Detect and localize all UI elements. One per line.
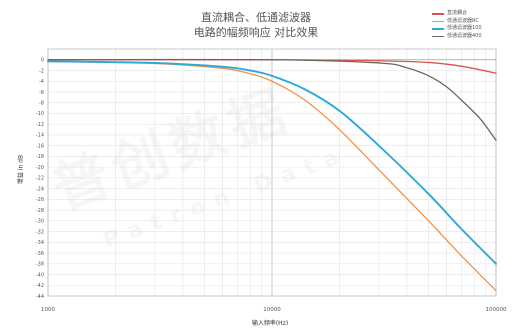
x-tick-label: 1000 [41, 307, 55, 313]
series-line [47, 58, 497, 141]
y-tick-label: -26 [36, 197, 44, 203]
y-tick-label: -18 [36, 154, 44, 160]
y-tick-label: -38 [36, 262, 44, 268]
legend-swatch [432, 13, 444, 15]
legend-label: 低通滤波器400 [447, 32, 482, 39]
y-tick-label: -2 [39, 68, 44, 74]
y-tick-label: -30 [36, 219, 44, 225]
series-line [47, 60, 497, 265]
series-lines [47, 58, 497, 292]
y-tick-label: -34 [36, 240, 44, 246]
y-tick-label: 0 [41, 58, 44, 64]
y-tick-label: -12 [36, 122, 44, 128]
y-tick-label: -6 [39, 90, 44, 96]
y-tick-label: -14 [36, 133, 44, 139]
legend-swatch [432, 35, 444, 37]
x-tick-label: 10000 [263, 307, 281, 313]
y-tick-labels: 0 -2 -4 -6 -8 -10 -12 -14 -16 -18 -20 -22 -24 -26 -28 -… [36, 58, 44, 300]
legend-item: 低通滤波器100 [432, 25, 510, 33]
y-tick-label: -32 [36, 229, 44, 235]
y-tick-label: -44 [36, 294, 44, 300]
y-tick-label: -16 [36, 143, 44, 149]
x-tick-label: 100000 [486, 307, 507, 313]
plot-frame [47, 48, 497, 297]
legend-label: 低通滤波器100 [447, 25, 482, 31]
y-tick-label: -42 [36, 283, 44, 289]
chart-subtitle: 电路的幅频响应 对比效果 [193, 26, 319, 39]
y-tick-label: -40 [36, 272, 44, 278]
legend-item: 低通滤波器RC [432, 18, 510, 26]
y-tick-label: -10 [36, 111, 44, 117]
chart-title: 直流耦合、低通滤波器 [201, 11, 311, 24]
chart-grid [47, 49, 497, 297]
y-tick-label: -24 [36, 186, 44, 192]
x-axis-label: 输入频率(Hz) [251, 320, 289, 327]
legend-swatch [432, 28, 444, 30]
legend-item: 直流耦合 [432, 10, 510, 18]
legend-swatch [432, 20, 444, 22]
legend-label: 直流耦合 [447, 10, 468, 16]
chart-legend: 直流耦合 低通滤波器RC 低通滤波器100 低通滤波器400 [432, 10, 510, 40]
y-axis-label: 增益 in dB [17, 154, 25, 185]
y-tick-label: -22 [36, 176, 44, 182]
legend-item: 低通滤波器400 [432, 33, 510, 41]
x-tick-labels: 1000 10000 100000 [41, 307, 507, 313]
y-tick-label: -20 [36, 165, 44, 171]
y-tick-label: -36 [36, 251, 44, 257]
y-tick-label: -8 [39, 100, 44, 106]
y-tick-label: -4 [39, 79, 44, 85]
y-tick-label: -28 [36, 208, 44, 214]
legend-label: 低通滤波器RC [447, 17, 479, 24]
